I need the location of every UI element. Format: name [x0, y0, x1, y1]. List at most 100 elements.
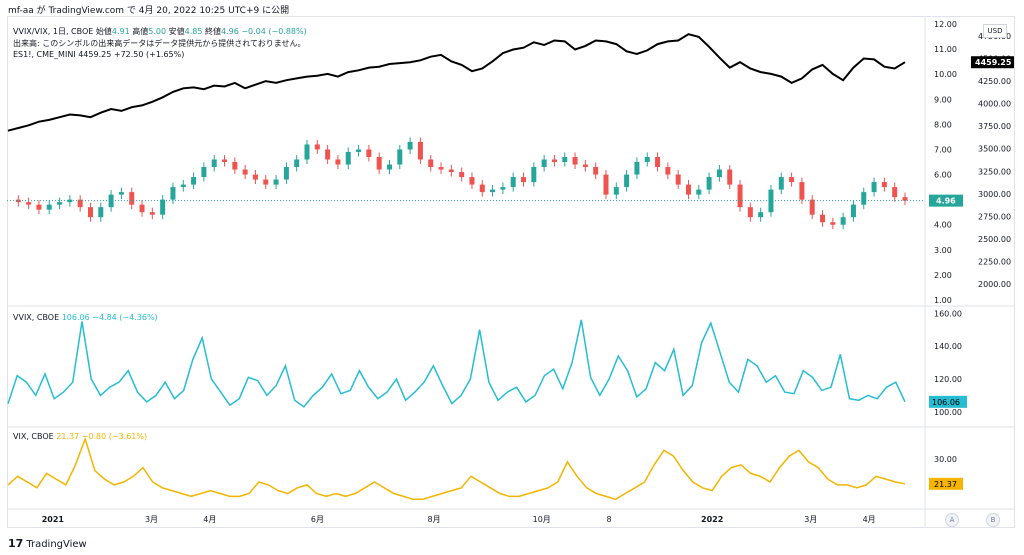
candle-body	[861, 192, 867, 205]
candle-body	[211, 159, 217, 168]
time-axis-tick: 3月	[804, 515, 817, 524]
candle-body	[582, 164, 588, 168]
chart-frame[interactable]	[7, 16, 1015, 528]
candle-body	[469, 177, 475, 185]
candle-body	[417, 141, 423, 160]
candle-body	[232, 162, 238, 170]
vvix-badge-text: 106.06	[932, 398, 960, 407]
candle-body	[510, 177, 516, 188]
tradingview-brand[interactable]: 17 TradingView	[8, 537, 87, 550]
candle-body	[376, 156, 382, 170]
vix-badge-bg	[929, 477, 963, 490]
es-axis-tick: 2750.00	[978, 212, 1011, 221]
candle-body	[747, 207, 753, 218]
candle-body	[252, 174, 258, 180]
candle-body	[294, 159, 300, 168]
es-legend-price: 4459.25	[78, 50, 112, 59]
candle-body	[335, 159, 341, 165]
price-badge-text: 4.96	[936, 197, 956, 206]
candle-body	[799, 182, 805, 200]
main-legend-line2: 出来高: このシンボルの出来高データはデータ提供元から提供されておりません。	[13, 39, 306, 48]
es-badge-text: 4459.25	[975, 58, 1012, 67]
candle-body	[727, 169, 733, 185]
candle-body	[160, 199, 166, 215]
ratio-axis-tick: 12.00	[934, 20, 957, 29]
candle-body	[613, 187, 619, 195]
candle-body	[830, 222, 836, 225]
candle-body	[634, 162, 640, 175]
time-axis-tick: 3月	[145, 515, 158, 524]
candle-body	[551, 159, 557, 162]
time-axis-tick: 2022	[701, 515, 723, 524]
candle-body	[758, 212, 764, 218]
candle-body	[531, 167, 537, 183]
candle-body	[459, 172, 465, 178]
open-value: 4.91	[111, 27, 130, 36]
candle-body	[67, 199, 73, 203]
candle-body	[407, 141, 413, 150]
low-label: 安値	[168, 27, 185, 36]
candle-body	[820, 214, 826, 223]
candle-body	[356, 149, 362, 152]
candle-body	[809, 199, 815, 215]
ratio-axis-tick: 3.00	[934, 246, 952, 255]
low-value: 4.85	[184, 27, 203, 36]
candle-body	[675, 174, 681, 185]
auto-scale-button[interactable]: A	[945, 513, 959, 527]
candle-body	[15, 199, 21, 203]
candle-body	[273, 179, 279, 185]
candle-body	[201, 167, 207, 178]
time-axis-tick: 2021	[42, 515, 65, 524]
candle-body	[696, 189, 702, 195]
candle-body	[490, 189, 496, 193]
es-legend-change: +72.50 (+1.65%)	[113, 50, 185, 59]
candle-body	[479, 184, 485, 193]
time-axis-tick: 8	[606, 515, 611, 524]
es-axis-tick: 4000.00	[978, 100, 1011, 109]
vix-badge-text: 21.37	[934, 480, 957, 489]
ratio-axis-tick: 7.00	[934, 145, 952, 154]
candle-body	[149, 212, 155, 215]
high-label: 高値	[132, 27, 149, 36]
candle-body	[108, 194, 114, 208]
candle-body	[871, 182, 877, 193]
close-label: 終値	[204, 27, 221, 36]
candle-body	[139, 204, 145, 213]
es-badge-bg	[971, 56, 1014, 69]
candle-body	[778, 177, 784, 190]
es-axis-tick: 2250.00	[978, 257, 1011, 266]
candle-body	[685, 184, 691, 195]
es-axis-tick: 4250.00	[978, 77, 1011, 86]
candle-body	[242, 169, 248, 175]
vvix-legend-symbol: VVIX, CBOE	[13, 313, 60, 322]
tradingview-logo-icon: 17	[8, 537, 24, 550]
ratio-axis-tick: 11.00	[934, 45, 957, 54]
candle-body	[881, 182, 887, 188]
candle-body	[593, 167, 599, 175]
publish-caption-bar: mf-aa が TradingView.com で 4月 20, 2022 10…	[0, 0, 1024, 16]
candle-body	[118, 192, 124, 195]
vvix-series-line	[7, 319, 906, 408]
candle-body	[325, 149, 331, 160]
candle-body	[87, 207, 93, 218]
es-axis-tick: 3250.00	[978, 167, 1011, 176]
candle-body	[850, 204, 856, 218]
candle-body	[345, 151, 351, 165]
candle-body	[644, 156, 650, 162]
time-axis-tick: 6月	[311, 515, 324, 524]
candle-body	[397, 149, 403, 165]
vix-legend-change: −0.80 (−3.61%)	[81, 432, 148, 441]
candle-body	[428, 159, 434, 168]
candle-body	[603, 174, 609, 195]
es-axis-tick: 3000.00	[978, 190, 1011, 199]
publish-caption: mf-aa が TradingView.com で 4月 20, 2022 10…	[8, 6, 290, 16]
candle-body	[180, 184, 186, 188]
candle-body	[304, 144, 310, 160]
candle-body	[438, 167, 444, 170]
vix-axis-tick: 30.00	[934, 455, 957, 464]
bottom-scale-button[interactable]: B	[986, 513, 1000, 527]
time-axis-tick: 4月	[863, 515, 876, 524]
currency-label[interactable]: USD	[983, 24, 1007, 38]
ratio-axis-tick: 2.00	[934, 271, 952, 280]
